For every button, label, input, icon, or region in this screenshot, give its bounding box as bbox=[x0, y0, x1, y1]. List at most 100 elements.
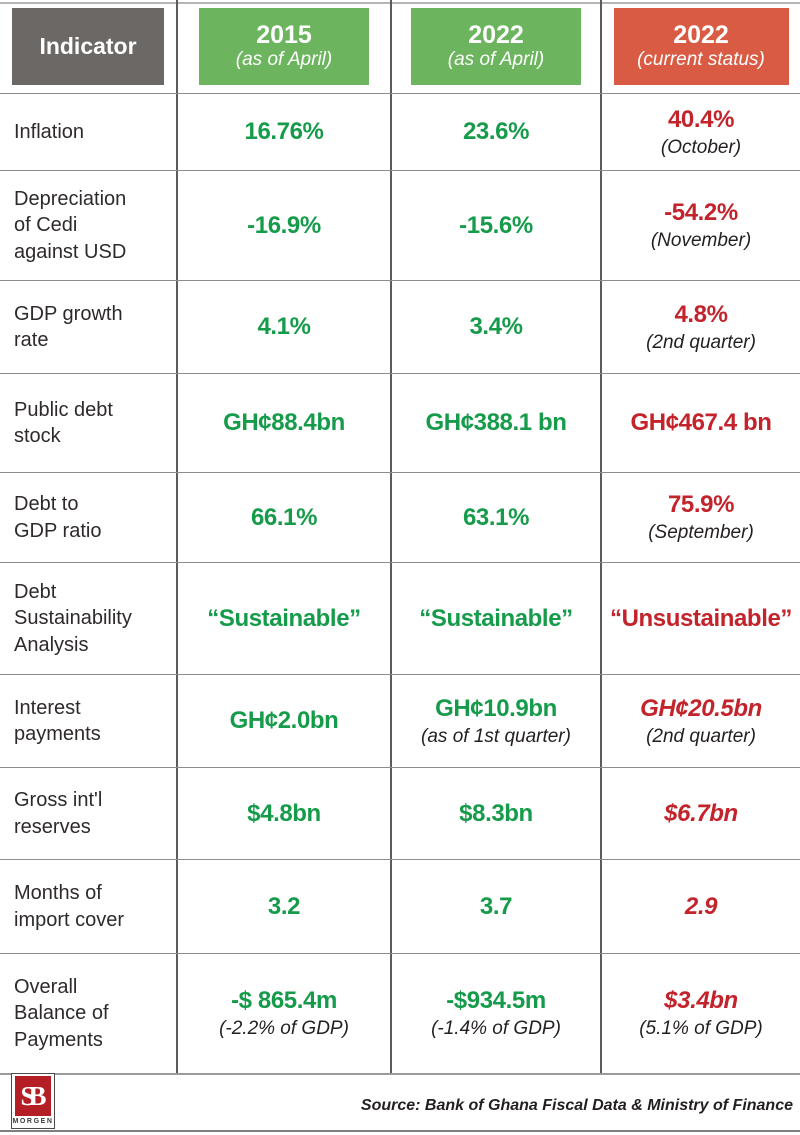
value-cell: GH¢2.0bn bbox=[176, 675, 390, 767]
indicator-label: GDP growth rate bbox=[14, 302, 123, 351]
value-text: “Sustainable” bbox=[207, 604, 361, 632]
footer: SB MORGEN Source: Bank of Ghana Fiscal D… bbox=[0, 1073, 800, 1135]
value-cell: GH¢10.9bn (as of 1st quarter) bbox=[390, 675, 600, 767]
value-note: (October) bbox=[660, 136, 742, 158]
table-header-row: Indicator 2015 (as of April) 2022 (as of… bbox=[0, 0, 800, 93]
header-year-2015: 2015 bbox=[256, 20, 312, 49]
value-cell: 63.1% bbox=[390, 473, 600, 562]
indicator-label: Inflation bbox=[14, 120, 85, 143]
value-cell: $8.3bn bbox=[390, 768, 600, 859]
value-text: $4.8bn bbox=[247, 799, 321, 827]
source-credit: Source: Bank of Ghana Fiscal Data & Mini… bbox=[360, 1097, 793, 1114]
value-text: GH¢20.5bn bbox=[640, 694, 762, 722]
sbmorgen-logo: SB MORGEN bbox=[11, 1073, 55, 1129]
value-cell: 4.8% (2nd quarter) bbox=[600, 281, 800, 373]
value-text: 3.7 bbox=[479, 892, 513, 920]
value-cell: GH¢467.4 bn bbox=[600, 374, 800, 472]
value-cell: “Sustainable” bbox=[390, 563, 600, 674]
value-text: $3.4bn bbox=[664, 987, 738, 1015]
top-border-line bbox=[0, 2, 800, 4]
value-cell: GH¢388.1 bn bbox=[390, 374, 600, 472]
value-note: (2nd quarter) bbox=[646, 725, 756, 747]
header-year-2022-current: 2022 bbox=[673, 20, 729, 49]
logo-monogram: SB bbox=[20, 1080, 46, 1111]
header-year-2022-april: 2022 bbox=[468, 20, 524, 49]
value-cell: 4.1% bbox=[176, 281, 390, 373]
value-text: -16.9% bbox=[247, 211, 321, 239]
value-cell: 3.2 bbox=[176, 860, 390, 953]
value-cell: “Unsustainable” bbox=[600, 563, 800, 674]
table-row: GDP growth rate 4.1% 3.4% 4.8% (2nd quarter) bbox=[0, 280, 800, 373]
indicator-label: Debt Sustainability Analysis bbox=[14, 580, 132, 656]
indicator-cell: Debt to GDP ratio bbox=[0, 473, 176, 562]
value-cell: $3.4bn (5.1% of GDP) bbox=[600, 954, 800, 1073]
bottom-border-line bbox=[0, 1130, 800, 1132]
value-text: 75.9% bbox=[667, 491, 735, 519]
table-row: Overall Balance of Payments -$ 865.4m (-2.… bbox=[0, 953, 800, 1073]
header-note-2015: (as of April) bbox=[235, 49, 333, 71]
indicator-label: Interest payments bbox=[14, 696, 101, 745]
indicator-cell: Depreciation of Cedi against USD bbox=[0, 171, 176, 280]
value-cell: 23.6% bbox=[390, 94, 600, 170]
logo-red-square: SB bbox=[15, 1076, 51, 1116]
value-cell: 2.9 bbox=[600, 860, 800, 953]
value-note: (September) bbox=[648, 522, 754, 544]
value-cell: -15.6% bbox=[390, 171, 600, 280]
table-row: Interest payments GH¢2.0bn GH¢10.9bn (as of… bbox=[0, 674, 800, 767]
value-note: (2nd quarter) bbox=[646, 331, 756, 353]
value-text: “Unsustainable” bbox=[609, 604, 793, 632]
header-cell-2022-april: 2022 (as of April) bbox=[390, 0, 600, 93]
value-cell: 3.4% bbox=[390, 281, 600, 373]
value-cell: -$ 865.4m (-2.2% of GDP) bbox=[176, 954, 390, 1073]
value-text: 40.4% bbox=[667, 105, 735, 133]
indicator-label: Gross int'l reserves bbox=[14, 789, 103, 838]
indicator-label: Months of import cover bbox=[14, 882, 125, 931]
value-cell: -54.2% (November) bbox=[600, 171, 800, 280]
table-row: Public debt stock GH¢88.4bn GH¢388.1 bn GH¢… bbox=[0, 373, 800, 472]
value-text: 23.6% bbox=[462, 118, 530, 145]
indicator-label: Debt to GDP ratio bbox=[14, 493, 102, 542]
value-text: 4.8% bbox=[674, 300, 728, 328]
value-note: (-1.4% of GDP) bbox=[431, 1018, 561, 1040]
value-text: $6.7bn bbox=[664, 799, 738, 827]
value-cell: 16.76% bbox=[176, 94, 390, 170]
value-text: 63.1% bbox=[462, 503, 530, 531]
indicator-cell: Interest payments bbox=[0, 675, 176, 767]
value-cell: 40.4% (October) bbox=[600, 94, 800, 170]
value-note: (as of 1st quarter) bbox=[421, 725, 571, 747]
value-text: 4.1% bbox=[257, 313, 311, 340]
value-cell: -16.9% bbox=[176, 171, 390, 280]
value-text: $8.3bn bbox=[459, 799, 533, 827]
header-box-2022-current: 2022 (current status) bbox=[613, 8, 789, 85]
value-text: GH¢388.1 bn bbox=[425, 409, 567, 436]
header-cell-2015: 2015 (as of April) bbox=[176, 0, 390, 93]
table-row: Debt to GDP ratio 66.1% 63.1% 75.9% (Septemb… bbox=[0, 472, 800, 562]
value-text: 3.4% bbox=[469, 313, 523, 340]
table-row: Inflation 16.76% 23.6% 40.4% (October) bbox=[0, 93, 800, 170]
value-text: 2.9 bbox=[684, 892, 718, 920]
value-text: 66.1% bbox=[250, 503, 318, 531]
header-box-2022-april: 2022 (as of April) bbox=[411, 8, 581, 85]
indicator-cell: Months of import cover bbox=[0, 860, 176, 953]
value-text: 3.2 bbox=[267, 892, 301, 920]
value-note: (November) bbox=[650, 230, 752, 252]
value-text: -15.6% bbox=[459, 211, 533, 239]
value-cell: -$934.5m (-1.4% of GDP) bbox=[390, 954, 600, 1073]
header-box-2015: 2015 (as of April) bbox=[199, 8, 369, 85]
value-text: GH¢10.9bn bbox=[435, 694, 557, 722]
value-cell: $6.7bn bbox=[600, 768, 800, 859]
table-row: Months of import cover 3.2 3.7 2.9 bbox=[0, 859, 800, 953]
indicator-cell: Overall Balance of Payments bbox=[0, 954, 176, 1073]
value-cell: GH¢20.5bn (2nd quarter) bbox=[600, 675, 800, 767]
table-row: Depreciation of Cedi against USD -16.9% -1… bbox=[0, 170, 800, 280]
value-text: “Sustainable” bbox=[419, 604, 573, 632]
value-cell: 3.7 bbox=[390, 860, 600, 953]
value-note: (5.1% of GDP) bbox=[639, 1018, 763, 1040]
indicator-cell: Gross int'l reserves bbox=[0, 768, 176, 859]
table-row: Debt Sustainability Analysis “Sustainable… bbox=[0, 562, 800, 674]
value-text: GH¢88.4bn bbox=[223, 409, 345, 436]
value-cell: “Sustainable” bbox=[176, 563, 390, 674]
table: Indicator 2015 (as of April) 2022 (as of… bbox=[0, 0, 800, 1075]
indicator-header-box: Indicator bbox=[12, 8, 164, 85]
